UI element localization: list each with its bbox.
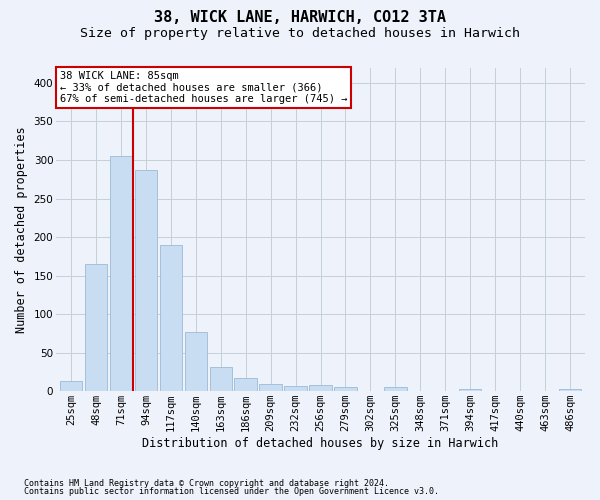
Bar (384, 388, 407, 391)
Bar (310, 385, 332, 391)
Bar (459, 389, 481, 391)
Text: 38, WICK LANE, HARWICH, CO12 3TA: 38, WICK LANE, HARWICH, CO12 3TA (154, 10, 446, 25)
Bar (60, 381, 82, 391)
Text: 38 WICK LANE: 85sqm
← 33% of detached houses are smaller (366)
67% of semi-detac: 38 WICK LANE: 85sqm ← 33% of detached ho… (60, 70, 347, 104)
Bar (559, 389, 581, 391)
Bar (85, 264, 107, 391)
Bar (235, 378, 257, 391)
X-axis label: Distribution of detached houses by size in Harwich: Distribution of detached houses by size … (142, 437, 499, 450)
Bar (334, 388, 357, 391)
Bar (160, 244, 182, 391)
Bar (284, 386, 307, 391)
Text: Contains HM Land Registry data © Crown copyright and database right 2024.: Contains HM Land Registry data © Crown c… (24, 478, 389, 488)
Bar (185, 332, 207, 391)
Bar (134, 170, 157, 391)
Bar (110, 156, 132, 391)
Y-axis label: Number of detached properties: Number of detached properties (15, 126, 28, 332)
Bar (259, 384, 282, 391)
Bar (209, 366, 232, 391)
Text: Contains public sector information licensed under the Open Government Licence v3: Contains public sector information licen… (24, 488, 439, 496)
Text: Size of property relative to detached houses in Harwich: Size of property relative to detached ho… (80, 28, 520, 40)
